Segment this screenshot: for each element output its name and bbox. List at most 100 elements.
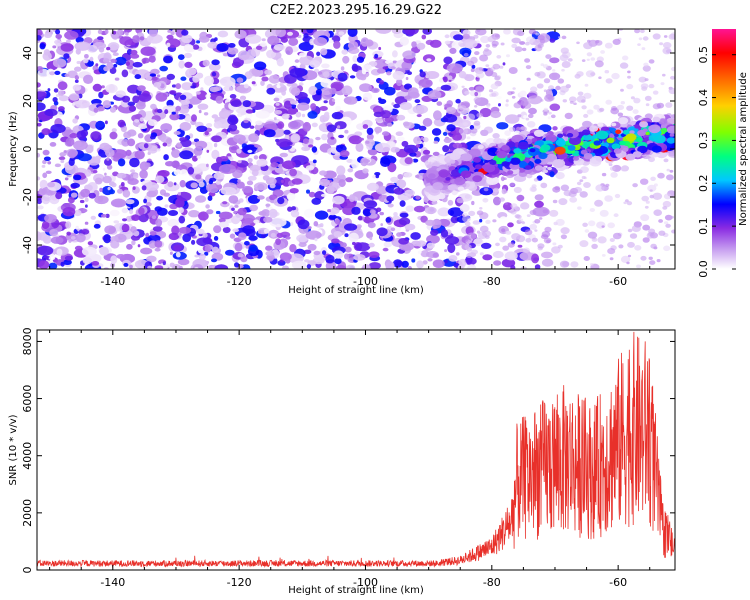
spectrogram-noise-cell [612, 38, 621, 46]
spectrogram-noise-cell [340, 242, 347, 249]
spectrogram-noise-cell [640, 83, 649, 89]
spectrogram-noise-cell [179, 121, 192, 131]
spectrogram-noise-cell [499, 65, 504, 69]
spectrogram-noise-cell [237, 207, 247, 216]
spectrogram-noise-cell [663, 158, 669, 163]
spectrogram-noise-cell [206, 149, 210, 153]
spectrogram-noise-cell [622, 55, 629, 61]
spectrogram-noise-cell [297, 102, 310, 111]
spectrogram-noise-cell [306, 264, 312, 269]
spectrogram-noise-cell [605, 78, 613, 84]
spectrogram-noise-cell [302, 138, 309, 145]
x-tick-label: -80 [483, 275, 501, 288]
spectrogram-noise-cell [537, 35, 545, 41]
spectrogram-noise-cell [366, 231, 374, 239]
spectrogram-noise-cell [218, 211, 233, 220]
spectrogram-noise-cell [283, 100, 292, 109]
spectrogram-noise-cell [331, 111, 344, 120]
spectrogram-noise-cell [84, 221, 89, 225]
spectrogram-noise-cell [613, 213, 619, 218]
spectrogram-noise-cell [305, 165, 315, 171]
spectrogram-noise-cell [519, 126, 527, 132]
spectrogram-noise-cell [319, 170, 327, 176]
spectrogram-noise-cell [257, 195, 265, 200]
spectrogram-signal-cell [568, 136, 582, 146]
spectrogram-noise-cell [504, 251, 518, 261]
spectrogram-noise-cell [627, 241, 635, 248]
spectrogram-noise-cell [422, 117, 433, 127]
spectrogram-noise-cell [362, 168, 369, 174]
spectrogram-noise-cell [310, 103, 317, 111]
spectrogram-noise-cell [82, 208, 88, 213]
spectrogram-noise-cell [638, 76, 647, 83]
spectrogram-noise-cell [464, 221, 471, 226]
spectrogram-noise-cell [290, 100, 298, 105]
spectrogram-noise-cell [211, 246, 219, 253]
spectrogram-noise-cell [555, 172, 565, 180]
spectrogram-noise-cell [171, 84, 177, 88]
spectrogram-signal-cell [566, 133, 574, 138]
spectrogram-noise-cell [642, 36, 649, 41]
spectrogram-noise-cell [175, 251, 181, 258]
spectrogram-noise-cell [405, 76, 409, 81]
spectrogram-noise-cell [506, 54, 510, 58]
spectrogram-noise-cell [137, 133, 144, 139]
spectrogram-noise-cell [525, 65, 532, 70]
spectrogram-noise-cell [476, 78, 480, 82]
spectrogram-noise-cell [390, 176, 399, 183]
spectrogram-noise-cell [627, 70, 631, 74]
spectrogram-noise-cell [584, 83, 589, 87]
spectrogram-signal-cell [582, 133, 593, 141]
spectrogram-noise-cell [490, 83, 499, 90]
spectrogram-noise-cell [456, 252, 460, 256]
spectrogram-noise-cell [37, 198, 42, 205]
spectrogram-noise-cell [502, 245, 510, 251]
spectrogram-noise-cell [228, 195, 239, 204]
spectrogram-noise-cell [60, 159, 65, 163]
y-tick-label: 8000 [21, 327, 34, 355]
spectrogram-signal-cell [635, 137, 643, 143]
spectrogram-noise-cell [479, 218, 483, 223]
spectrogram-signal-cell [510, 157, 521, 165]
spectrogram-noise-cell [291, 260, 307, 269]
spectrogram-noise-cell [612, 232, 622, 240]
spectrogram-noise-cell [443, 137, 452, 143]
spectrogram-noise-cell [504, 130, 511, 137]
spectrogram-noise-cell [156, 74, 161, 78]
spectrogram-noise-cell [399, 36, 409, 46]
spectrogram-noise-cell [178, 207, 184, 214]
spectrogram-noise-cell [583, 182, 591, 188]
spectrogram-noise-cell [97, 36, 104, 40]
spectrogram-noise-cell [503, 190, 508, 194]
spectrogram-noise-cell [637, 43, 641, 46]
spectrogram-noise-cell [65, 221, 72, 229]
spectrogram-noise-cell [297, 219, 310, 230]
spectrogram-noise-cell [66, 231, 71, 236]
colorbar-tick-label: 0.5 [697, 46, 710, 64]
spectrogram-noise-cell [581, 105, 587, 110]
spectrogram-noise-cell [474, 105, 478, 108]
spectrogram-noise-cell [294, 59, 300, 63]
spectrogram-noise-cell [166, 42, 171, 48]
spectrogram-noise-cell [595, 184, 605, 192]
spectrogram-noise-cell [487, 35, 496, 43]
spectrogram-noise-cell [480, 35, 490, 44]
spectrogram-noise-cell [240, 120, 252, 129]
spectrogram-signal-cell [460, 170, 472, 178]
spectrogram-noise-cell [103, 234, 112, 244]
spectrogram-noise-cell [282, 265, 289, 269]
spectrogram-noise-cell [650, 176, 656, 181]
spectrogram-noise-cell [160, 123, 173, 133]
spectrogram-noise-cell [117, 158, 126, 167]
spectrogram-noise-cell [330, 136, 335, 140]
spectrogram-signal-cell [634, 124, 640, 129]
spectrogram-signal-cell [570, 150, 575, 154]
spectrogram-noise-cell [380, 223, 384, 227]
spectrogram-noise-cell [375, 117, 383, 122]
spectrogram-noise-cell [444, 40, 451, 45]
spectrogram-noise-cell [671, 229, 675, 234]
spectrogram-noise-cell [485, 219, 491, 224]
spectrogram-noise-cell [384, 86, 396, 96]
spectrogram-noise-cell [322, 250, 327, 256]
spectrogram-noise-cell [604, 195, 613, 202]
